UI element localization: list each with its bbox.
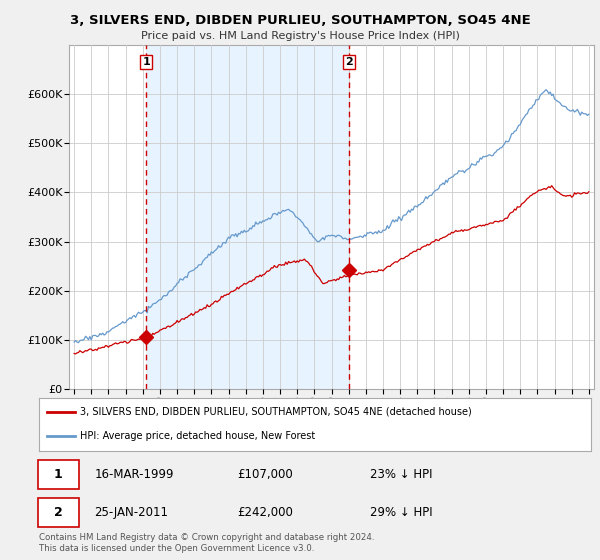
Text: £107,000: £107,000 [238, 468, 293, 481]
Text: 16-MAR-1999: 16-MAR-1999 [94, 468, 174, 481]
FancyBboxPatch shape [38, 498, 79, 527]
Text: 3, SILVERS END, DIBDEN PURLIEU, SOUTHAMPTON, SO45 4NE (detached house): 3, SILVERS END, DIBDEN PURLIEU, SOUTHAMP… [80, 407, 472, 417]
Text: Contains HM Land Registry data © Crown copyright and database right 2024.
This d: Contains HM Land Registry data © Crown c… [39, 533, 374, 553]
Text: 25-JAN-2011: 25-JAN-2011 [94, 506, 168, 519]
Text: 23% ↓ HPI: 23% ↓ HPI [370, 468, 433, 481]
FancyBboxPatch shape [38, 460, 79, 489]
Text: Price paid vs. HM Land Registry's House Price Index (HPI): Price paid vs. HM Land Registry's House … [140, 31, 460, 41]
Text: 29% ↓ HPI: 29% ↓ HPI [370, 506, 433, 519]
Text: 1: 1 [54, 468, 62, 481]
Text: 1: 1 [142, 57, 150, 67]
Text: HPI: Average price, detached house, New Forest: HPI: Average price, detached house, New … [80, 431, 316, 441]
Text: 3, SILVERS END, DIBDEN PURLIEU, SOUTHAMPTON, SO45 4NE: 3, SILVERS END, DIBDEN PURLIEU, SOUTHAMP… [70, 14, 530, 27]
Text: £242,000: £242,000 [238, 506, 293, 519]
Text: 2: 2 [54, 506, 62, 519]
Text: 2: 2 [346, 57, 353, 67]
Bar [146, 45, 349, 389]
